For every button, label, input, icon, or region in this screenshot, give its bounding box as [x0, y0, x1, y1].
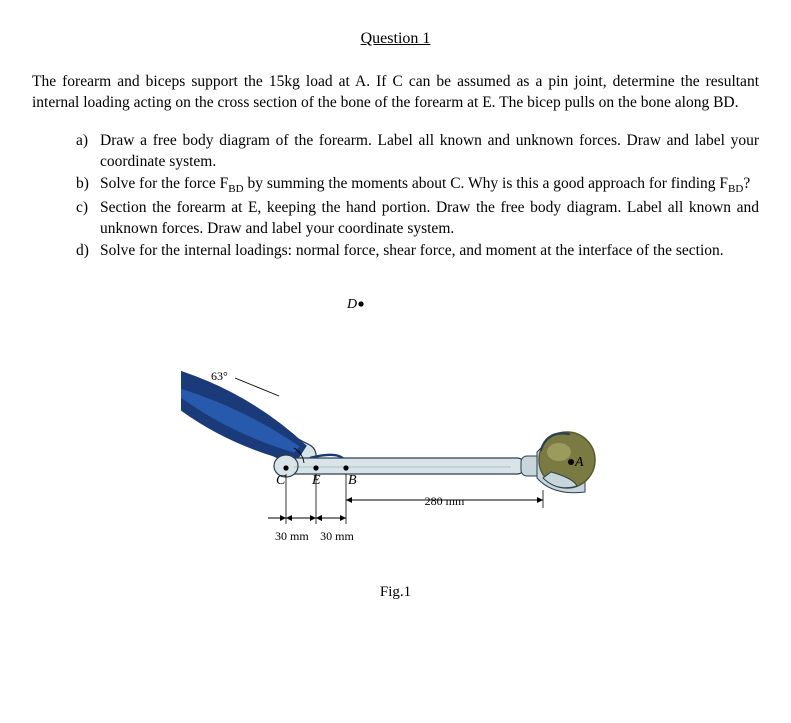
- svg-text:63°: 63°: [211, 369, 228, 383]
- part-a: a) Draw a free body diagram of the forea…: [76, 131, 759, 173]
- part-b-text: Solve for the force FBD by summing the m…: [100, 175, 750, 192]
- parts-list: a) Draw a free body diagram of the forea…: [32, 131, 759, 262]
- svg-text:30 mm: 30 mm: [320, 529, 354, 543]
- figure: DCEBA63°30 mm30 mm280 mm Fig.1: [32, 286, 759, 602]
- intro-text: The forearm and biceps support the 15kg …: [32, 72, 759, 114]
- figure-caption: Fig.1: [32, 582, 759, 602]
- part-a-marker: a): [76, 131, 88, 152]
- svg-text:30 mm: 30 mm: [275, 529, 309, 543]
- part-d: d) Solve for the internal loadings: norm…: [76, 241, 759, 262]
- part-c: c) Section the forearm at E, keeping the…: [76, 198, 759, 240]
- forearm-diagram: DCEBA63°30 mm30 mm280 mm: [181, 286, 611, 576]
- part-b-marker: b): [76, 174, 89, 195]
- part-a-text: Draw a free body diagram of the forearm.…: [100, 132, 759, 170]
- part-b: b) Solve for the force FBD by summing th…: [76, 174, 759, 197]
- part-d-marker: d): [76, 241, 89, 262]
- part-d-text: Solve for the internal loadings: normal …: [100, 242, 724, 259]
- part-c-marker: c): [76, 198, 88, 219]
- svg-text:B: B: [348, 473, 357, 488]
- svg-text:D: D: [346, 297, 357, 312]
- svg-text:C: C: [276, 473, 286, 488]
- svg-text:280 mm: 280 mm: [424, 494, 464, 508]
- svg-text:A: A: [574, 455, 584, 470]
- part-c-text: Section the forearm at E, keeping the ha…: [100, 199, 759, 237]
- question-title: Question 1: [32, 28, 759, 50]
